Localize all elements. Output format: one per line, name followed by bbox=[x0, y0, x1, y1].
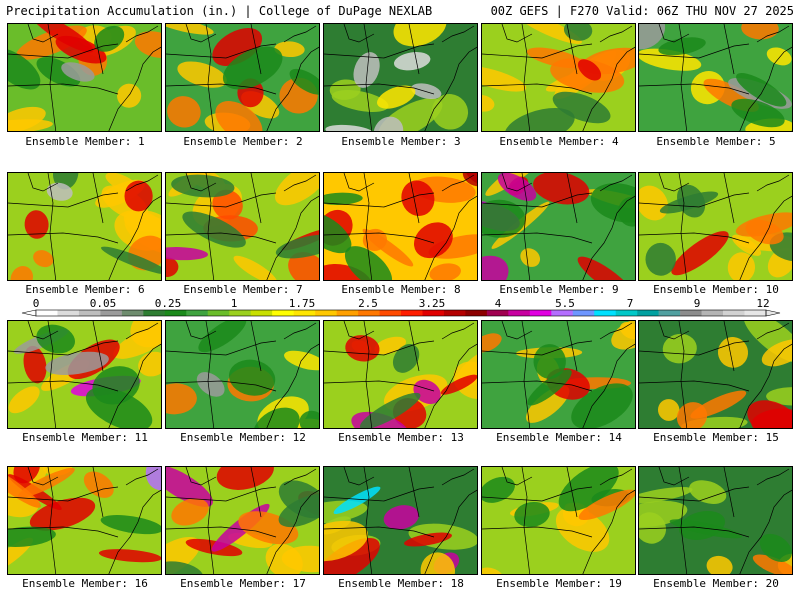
ensemble-member-map bbox=[481, 466, 636, 575]
colorbar-tick-label: 1 bbox=[231, 297, 238, 310]
ensemble-member-label: Ensemble Member: 17 bbox=[180, 577, 306, 590]
colorbar-swatch bbox=[529, 310, 552, 316]
colorbar-tick-label: 1.75 bbox=[289, 297, 316, 310]
ensemble-member-map bbox=[481, 172, 636, 281]
ensemble-member-map bbox=[7, 23, 162, 132]
ensemble-member-map bbox=[165, 466, 320, 575]
ensemble-member-label: Ensemble Member: 8 bbox=[341, 283, 461, 296]
ensemble-member-label: Ensemble Member: 3 bbox=[341, 135, 461, 148]
ensemble-member-label: Ensemble Member: 20 bbox=[653, 577, 779, 590]
colorbar-tick-label: 5.5 bbox=[555, 297, 575, 310]
ensemble-member-label: Ensemble Member: 5 bbox=[656, 135, 776, 148]
colorbar-tick-label: 0.05 bbox=[90, 297, 117, 310]
colorbar-swatch bbox=[680, 310, 702, 316]
colorbar-swatch bbox=[637, 310, 659, 316]
colorbar-swatch bbox=[100, 310, 123, 316]
colorbar-swatch bbox=[723, 310, 745, 316]
ensemble-member-map bbox=[165, 23, 320, 132]
colorbar-tick-label: 7 bbox=[627, 297, 634, 310]
colorbar-swatch bbox=[143, 310, 166, 316]
colorbar-swatch bbox=[401, 310, 423, 316]
ensemble-member-map bbox=[638, 23, 793, 132]
colorbar-swatch bbox=[572, 310, 595, 316]
colorbar-swatch bbox=[422, 310, 445, 316]
colorbar-swatch bbox=[486, 310, 509, 316]
colorbar-min-arrow bbox=[21, 309, 37, 317]
colorbar-swatch bbox=[358, 310, 380, 316]
ensemble-member-map bbox=[481, 320, 636, 429]
colorbar-swatch bbox=[443, 310, 466, 316]
ensemble-member-label: Ensemble Member: 19 bbox=[496, 577, 622, 590]
ensemble-member-map bbox=[165, 320, 320, 429]
ensemble-member-label: Ensemble Member: 1 bbox=[25, 135, 145, 148]
ensemble-member-map bbox=[7, 320, 162, 429]
ensemble-member-label: Ensemble Member: 7 bbox=[183, 283, 303, 296]
colorbar-swatch bbox=[186, 310, 209, 316]
ensemble-member-map bbox=[481, 23, 636, 132]
colorbar-swatch bbox=[272, 310, 294, 316]
colorbar-swatch bbox=[121, 310, 144, 316]
ensemble-member-label: Ensemble Member: 16 bbox=[22, 577, 148, 590]
ensemble-member-label: Ensemble Member: 4 bbox=[499, 135, 619, 148]
colorbar-tick-label: 0 bbox=[33, 297, 40, 310]
colorbar-swatch bbox=[701, 310, 724, 316]
colorbar-swatch bbox=[315, 310, 337, 316]
ensemble-member-label: Ensemble Member: 15 bbox=[653, 431, 779, 444]
ensemble-member-label: Ensemble Member: 2 bbox=[183, 135, 303, 148]
ensemble-member-map bbox=[323, 320, 478, 429]
run-valid-time: 00Z GEFS | F270 Valid: 06Z THU NOV 27 20… bbox=[490, 4, 794, 18]
colorbar-swatch bbox=[465, 310, 488, 316]
colorbar-swatch bbox=[615, 310, 638, 316]
colorbar-swatch bbox=[594, 310, 617, 316]
colorbar-swatch bbox=[229, 310, 252, 316]
ensemble-member-label: Ensemble Member: 11 bbox=[22, 431, 148, 444]
colorbar-swatch bbox=[508, 310, 531, 316]
colorbar-swatch bbox=[164, 310, 187, 316]
colorbar-swatch bbox=[207, 310, 230, 316]
ensemble-member-label: Ensemble Member: 6 bbox=[25, 283, 145, 296]
colorbar-tick-label: 0.25 bbox=[155, 297, 182, 310]
colorbar-tick-label: 9 bbox=[694, 297, 701, 310]
colorbar-swatch bbox=[379, 310, 402, 316]
ensemble-member-label: Ensemble Member: 14 bbox=[496, 431, 622, 444]
colorbar-swatch bbox=[551, 310, 574, 316]
colorbar-swatch bbox=[57, 310, 80, 316]
colorbar-swatch bbox=[744, 310, 767, 316]
colorbar-swatch bbox=[250, 310, 273, 316]
colorbar-swatch bbox=[658, 310, 681, 316]
colorbar-tick-label: 3.25 bbox=[419, 297, 446, 310]
ensemble-member-map bbox=[323, 172, 478, 281]
colorbar-swatch bbox=[336, 310, 359, 316]
ensemble-member-label: Ensemble Member: 12 bbox=[180, 431, 306, 444]
colorbar-swatch bbox=[293, 310, 316, 316]
ensemble-member-label: Ensemble Member: 9 bbox=[499, 283, 619, 296]
ensemble-member-map bbox=[638, 172, 793, 281]
colorbar-swatch bbox=[36, 310, 58, 316]
ensemble-member-label: Ensemble Member: 18 bbox=[338, 577, 464, 590]
colorbar-tick-label: 4 bbox=[495, 297, 502, 310]
ensemble-member-label: Ensemble Member: 10 bbox=[653, 283, 779, 296]
chart-title: Precipitation Accumulation (in.) | Colle… bbox=[6, 4, 433, 18]
ensemble-member-map bbox=[165, 172, 320, 281]
ensemble-member-label: Ensemble Member: 13 bbox=[338, 431, 464, 444]
ensemble-member-map bbox=[7, 172, 162, 281]
ensemble-member-map bbox=[638, 320, 793, 429]
ensemble-member-map bbox=[323, 466, 478, 575]
ensemble-member-map bbox=[7, 466, 162, 575]
colorbar-swatch bbox=[78, 310, 101, 316]
colorbar-tick-label: 2.5 bbox=[358, 297, 378, 310]
colorbar-tick-label: 12 bbox=[756, 297, 769, 310]
ensemble-member-map bbox=[323, 23, 478, 132]
ensemble-member-map bbox=[638, 466, 793, 575]
precipitation-colorbar: 0 0.05 0.25 1 1.75 2.5 3.25 4 5.5 7 9 12 bbox=[21, 297, 781, 317]
colorbar-max-arrow bbox=[765, 309, 781, 317]
